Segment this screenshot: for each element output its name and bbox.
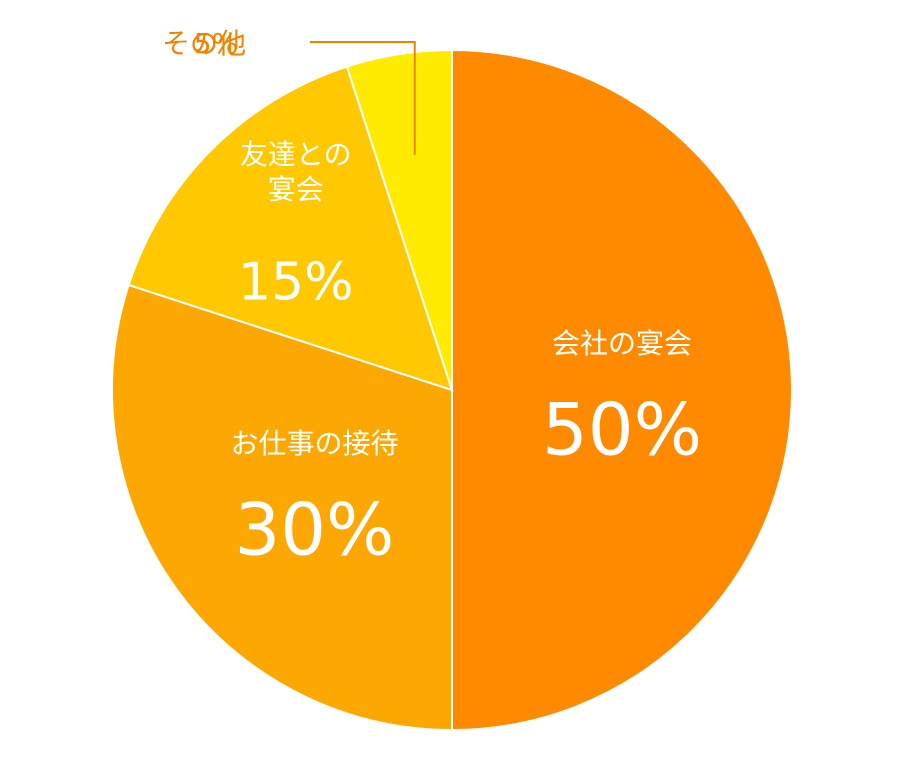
pie-slice	[127, 65, 454, 392]
slice-label: 会社の宴会	[552, 327, 692, 360]
value-label: 15%	[238, 253, 354, 313]
value-label: 5%	[194, 27, 238, 60]
slice-label: お仕事の接待	[230, 427, 398, 460]
leader-line	[310, 41, 416, 155]
slice-label: その他	[162, 27, 246, 60]
pie-slice	[345, 48, 453, 391]
pie-slice	[111, 283, 453, 732]
value-label: 30%	[234, 487, 394, 571]
slice-label: 友達との宴会	[240, 138, 352, 206]
value-label: 50%	[542, 388, 702, 472]
pie-slice	[451, 48, 793, 732]
